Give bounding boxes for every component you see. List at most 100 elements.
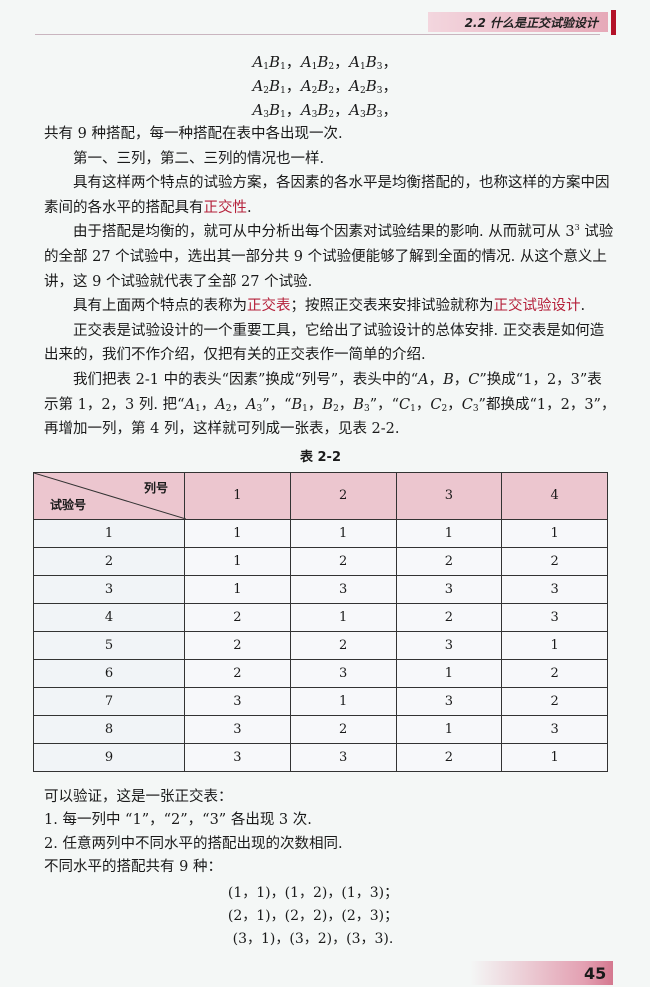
subscript: 2	[225, 403, 232, 414]
table-cell: 2	[184, 602, 291, 632]
text-run: ，	[231, 396, 246, 413]
level-a: 2	[311, 86, 318, 96]
text-run: ，	[447, 396, 462, 413]
table-cell: 3	[289, 658, 397, 688]
factor-b: B	[365, 101, 377, 119]
table-cell: 2	[395, 546, 503, 576]
separator: ，	[382, 101, 398, 119]
factor-a: A	[252, 77, 264, 95]
table-cell: 1	[501, 742, 608, 772]
factor-b: B	[269, 101, 281, 119]
text-line: 可以验证，这是一张正交表：	[44, 788, 233, 805]
section-title: 2.2 什么是正交试验设计	[464, 16, 598, 30]
key-term: 正交试验设计	[493, 298, 581, 315]
factor-b: B	[317, 53, 329, 71]
combination-list: A1B1，A1B2，A1B3， A2B1，A2B2，A2B3， A3B1，A3B2，…	[33, 50, 608, 122]
factor-b: B	[269, 77, 281, 95]
column-header: 4	[501, 471, 608, 520]
text-run: ”，“	[369, 396, 400, 413]
text-run: ”都换成“1，2，3”，再增加一列，第 4 列，这样就可列成一张表，见表 2-2…	[44, 396, 616, 438]
paragraph: 我们把表 2-1 中的表头“因素”换成“列号”，表头中的“A，B，C”换成“1，…	[44, 368, 616, 442]
table-cell: 1	[501, 518, 608, 548]
table-cell: 1	[184, 574, 291, 604]
text-run: 具有上面两个特点的表称为	[73, 298, 247, 315]
header-rule	[35, 34, 600, 35]
table-cell: 1	[289, 518, 397, 548]
factor-a: A	[252, 101, 264, 119]
factor-a: A	[300, 77, 312, 95]
text-run: ”换成“1，2，3”表示第 1，2，3 列. 把“	[44, 371, 602, 413]
text-run: ，	[428, 371, 444, 388]
math-variable: C	[399, 396, 411, 413]
table-cell: 2	[501, 658, 608, 688]
table-cell: 2	[289, 714, 397, 744]
paragraph: 具有上面两个特点的表称为正交表；按照正交表来安排试验就称为正交试验设计.	[44, 294, 616, 319]
trial-number: 5	[33, 630, 185, 660]
paragraph: 第一、三列，第二、三列的情况也一样.	[44, 147, 616, 172]
text-line: 不同水平的搭配共有 9 种：	[44, 859, 222, 876]
level-b: 3	[376, 110, 383, 120]
text-run: ；按照正交表来安排试验就称为	[290, 298, 494, 315]
level-a: 3	[311, 110, 318, 120]
text-line: 2. 任意两列中不同水平的搭配出现的次数相同.	[44, 835, 343, 852]
subscript: 1	[410, 403, 416, 414]
factor-b: B	[317, 77, 329, 95]
level-b: 1	[280, 62, 286, 72]
text-run: ，	[453, 371, 469, 388]
subscript: 3	[363, 403, 370, 414]
table-cell: 1	[501, 630, 608, 660]
corner-bottom-label: 试验号	[50, 497, 87, 512]
factor-a: A	[349, 77, 361, 95]
header-stripe	[611, 10, 616, 35]
paragraph: 由于搭配是均衡的，就可从中分析出每个因素对试验结果的影响. 从而就可从 33 试…	[44, 220, 616, 294]
table-cell: 1	[184, 518, 291, 548]
level-a: 3	[263, 110, 270, 120]
section-header: 2.2 什么是正交试验设计	[428, 12, 608, 32]
table-cell: 3	[395, 574, 503, 604]
table-cell: 3	[184, 714, 291, 744]
trial-number: 8	[33, 714, 185, 744]
level-b: 3	[376, 86, 383, 96]
factor-b: B	[317, 101, 329, 119]
corner-cell: 列号 试验号	[33, 471, 186, 520]
pair-list: (1，1)，(1，2)，(1，3)； (2，1)，(2，2)，(2，3)； (3，1…	[33, 882, 593, 951]
pair-row: (1，1)，(1，2)，(1，3)；	[227, 884, 399, 901]
level-b: 2	[328, 110, 335, 120]
column-header: 3	[395, 471, 503, 520]
level-a: 1	[360, 62, 366, 72]
key-term: 正交性	[203, 199, 248, 216]
level-b: 1	[280, 86, 286, 96]
math-variable: A	[215, 396, 226, 413]
text-run: .	[247, 199, 252, 216]
table-cell: 3	[184, 742, 291, 772]
table-cell: 1	[289, 686, 397, 716]
text-run: ，	[415, 396, 431, 413]
table-cell: 2	[501, 546, 608, 576]
level-b: 2	[328, 86, 335, 96]
text-line: 1. 每一列中 “1”，“2”，“3” 各出现 3 次.	[44, 812, 312, 829]
table-cell: 3	[501, 574, 608, 604]
table-cell: 1	[395, 658, 503, 688]
subscript: 3	[256, 403, 263, 414]
level-b: 3	[376, 62, 383, 72]
factor-b: B	[365, 77, 377, 95]
separator: ，	[285, 53, 301, 71]
table-cell: 2	[501, 686, 608, 716]
column-header: 1	[184, 471, 291, 520]
column-header: 2	[289, 471, 397, 520]
table-cell: 3	[395, 686, 503, 716]
separator: ，	[334, 53, 350, 71]
math-variable: C	[468, 371, 480, 388]
math-variable: C	[461, 396, 473, 413]
table-cell: 1	[184, 546, 291, 576]
table-cell: 2	[395, 602, 503, 632]
separator: ，	[334, 77, 350, 95]
text-run: 我们把表 2-1 中的表头“因素”换成“列号”，表头中的“	[73, 371, 419, 388]
level-a: 1	[263, 62, 270, 72]
paragraph: 正交表是试验设计的一个重要工具，它给出了试验设计的总体安排. 正交表是如何造出来…	[44, 319, 616, 368]
